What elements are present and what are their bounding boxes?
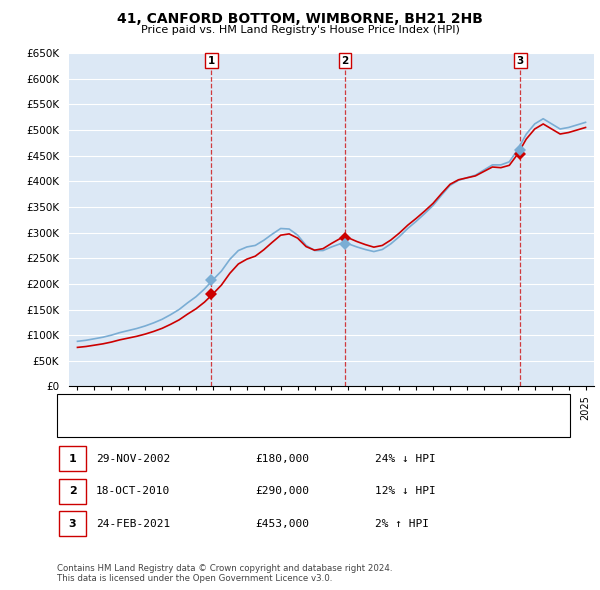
Text: 2% ↑ HPI: 2% ↑ HPI <box>375 519 429 529</box>
Text: 24% ↓ HPI: 24% ↓ HPI <box>375 454 436 464</box>
Text: Contains HM Land Registry data © Crown copyright and database right 2024.
This d: Contains HM Land Registry data © Crown c… <box>57 563 392 583</box>
Text: 29-NOV-2002: 29-NOV-2002 <box>96 454 170 464</box>
Text: 41, CANFORD BOTTOM, WIMBORNE, BH21 2HB (detached house): 41, CANFORD BOTTOM, WIMBORNE, BH21 2HB (… <box>109 401 448 411</box>
Text: Price paid vs. HM Land Registry's House Price Index (HPI): Price paid vs. HM Land Registry's House … <box>140 25 460 35</box>
Text: £290,000: £290,000 <box>255 486 309 496</box>
Text: 1: 1 <box>208 56 215 66</box>
Text: 3: 3 <box>517 56 524 66</box>
Text: 3: 3 <box>69 519 76 529</box>
Text: 2: 2 <box>341 56 349 66</box>
Text: 41, CANFORD BOTTOM, WIMBORNE, BH21 2HB: 41, CANFORD BOTTOM, WIMBORNE, BH21 2HB <box>117 12 483 26</box>
Text: 2: 2 <box>69 486 76 496</box>
Text: 24-FEB-2021: 24-FEB-2021 <box>96 519 170 529</box>
Text: £180,000: £180,000 <box>255 454 309 464</box>
Text: 18-OCT-2010: 18-OCT-2010 <box>96 486 170 496</box>
Text: HPI: Average price, detached house, Dorset: HPI: Average price, detached house, Dors… <box>109 419 337 430</box>
Text: 1: 1 <box>69 454 76 464</box>
Text: £453,000: £453,000 <box>255 519 309 529</box>
Text: 12% ↓ HPI: 12% ↓ HPI <box>375 486 436 496</box>
